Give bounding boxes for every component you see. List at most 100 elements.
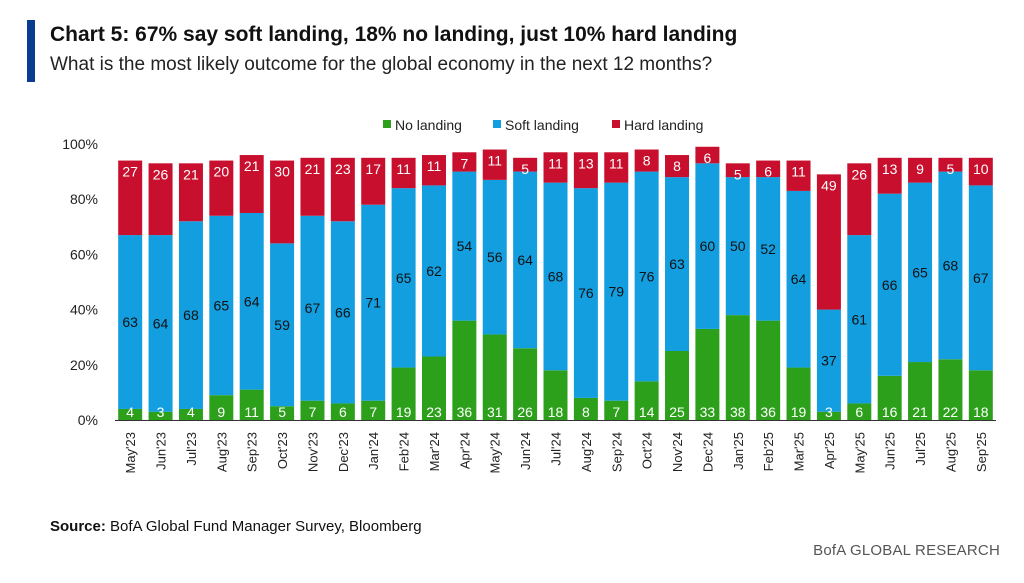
bar-no-landing: [330, 403, 355, 420]
data-label: 64: [153, 315, 169, 331]
bar-soft-landing: [513, 171, 538, 349]
bar-hard-landing: [786, 160, 811, 191]
x-tick-label: Apr'25: [822, 432, 837, 469]
data-label: 36: [457, 404, 473, 420]
data-label: 65: [396, 270, 412, 286]
data-label: 36: [760, 404, 776, 420]
bar-soft-landing: [968, 185, 993, 371]
bar-soft-landing: [573, 188, 598, 398]
x-tick-label: Jun'24: [518, 432, 533, 470]
data-label: 13: [882, 161, 898, 177]
y-tick-label: 80%: [70, 191, 98, 207]
data-label: 16: [882, 404, 898, 420]
x-tick-label: Mar'24: [427, 432, 442, 471]
data-label: 21: [183, 166, 199, 182]
bar-soft-landing: [695, 163, 720, 329]
bar-no-landing: [513, 348, 538, 420]
data-label: 26: [153, 166, 169, 182]
data-label: 50: [730, 238, 746, 254]
bar-no-landing: [452, 320, 477, 420]
x-tick-label: May'24: [488, 432, 503, 474]
bar-hard-landing: [725, 163, 750, 178]
data-label: 5: [521, 161, 529, 177]
data-label: 60: [700, 238, 716, 254]
x-tick-label: Jul'23: [184, 432, 199, 466]
data-label: 19: [396, 404, 412, 420]
bar-soft-landing: [118, 235, 143, 409]
data-label: 6: [855, 404, 863, 420]
x-tick-label: Oct'23: [275, 432, 290, 469]
data-label: 6: [764, 164, 772, 180]
x-tick-label: Sep'24: [609, 432, 624, 472]
data-label: 5: [734, 166, 742, 182]
legend-label-2: Hard landing: [624, 117, 703, 133]
y-tick-label: 40%: [70, 302, 98, 318]
bar-no-landing: [391, 367, 416, 420]
data-label: 54: [457, 238, 473, 254]
chart-title: Chart 5: 67% say soft landing, 18% no la…: [50, 23, 738, 46]
bar-soft-landing: [908, 182, 933, 363]
data-label: 65: [214, 297, 230, 313]
bar-no-landing: [665, 351, 690, 420]
x-tick-label: Nov'23: [305, 432, 320, 472]
data-label: 31: [487, 404, 503, 420]
bar-no-landing: [209, 395, 234, 420]
data-label: 49: [821, 177, 837, 193]
bar-soft-landing: [178, 221, 203, 409]
bar-soft-landing: [604, 182, 629, 401]
data-label: 8: [673, 158, 681, 174]
x-tick-label: Sep'25: [974, 432, 989, 472]
data-label: 76: [639, 268, 655, 284]
bar-hard-landing: [330, 157, 355, 222]
title-accent-bar: [27, 20, 35, 82]
data-label: 56: [487, 249, 503, 265]
bar-hard-landing: [300, 157, 325, 216]
data-label: 21: [912, 404, 928, 420]
bar-hard-landing: [938, 157, 963, 172]
bar-hard-landing: [391, 157, 416, 189]
data-label: 7: [309, 404, 317, 420]
x-tick-label: Aug'23: [214, 432, 229, 472]
x-tick-label: Feb'25: [761, 432, 776, 471]
bar-soft-landing: [725, 177, 750, 316]
bar-soft-landing: [482, 179, 507, 335]
legend-swatch-2: [612, 120, 620, 128]
bar-no-landing: [543, 370, 568, 420]
data-labels: 4632736426468219652011642155930767216662…: [122, 150, 988, 420]
data-label: 22: [943, 404, 959, 420]
data-label: 20: [214, 164, 230, 180]
bar-hard-landing: [239, 155, 264, 213]
data-label: 11: [548, 155, 563, 171]
data-label: 9: [916, 161, 924, 177]
bar-hard-landing: [816, 174, 841, 310]
data-label: 6: [339, 404, 347, 420]
x-tick-label: Jun'23: [154, 432, 169, 470]
bar-hard-landing: [573, 152, 598, 189]
chart-legend: No landing Soft landing Hard landing: [383, 117, 703, 133]
x-tick-label: Oct'24: [640, 432, 655, 469]
bar-soft-landing: [756, 177, 781, 321]
data-label: 65: [912, 264, 928, 280]
data-label: 63: [669, 256, 685, 272]
data-label: 14: [639, 404, 655, 420]
x-tick-label: Aug'24: [579, 432, 594, 472]
bar-soft-landing: [209, 215, 234, 396]
data-label: 33: [700, 404, 716, 420]
bar-hard-landing: [877, 157, 902, 194]
data-label: 18: [973, 404, 989, 420]
bar-no-landing: [877, 375, 902, 420]
bar-soft-landing: [330, 221, 355, 404]
data-label: 23: [335, 161, 351, 177]
data-label: 52: [760, 241, 776, 257]
bar-hard-landing: [209, 160, 234, 216]
bar-hard-landing: [270, 160, 295, 244]
data-label: 21: [305, 161, 321, 177]
data-label: 4: [187, 404, 195, 420]
bar-hard-landing: [421, 155, 446, 186]
bar-soft-landing: [816, 309, 841, 412]
bar-no-landing: [573, 397, 598, 420]
bar-soft-landing: [421, 185, 446, 357]
x-tick-label: Jul'24: [549, 432, 564, 466]
data-label: 68: [943, 257, 959, 273]
